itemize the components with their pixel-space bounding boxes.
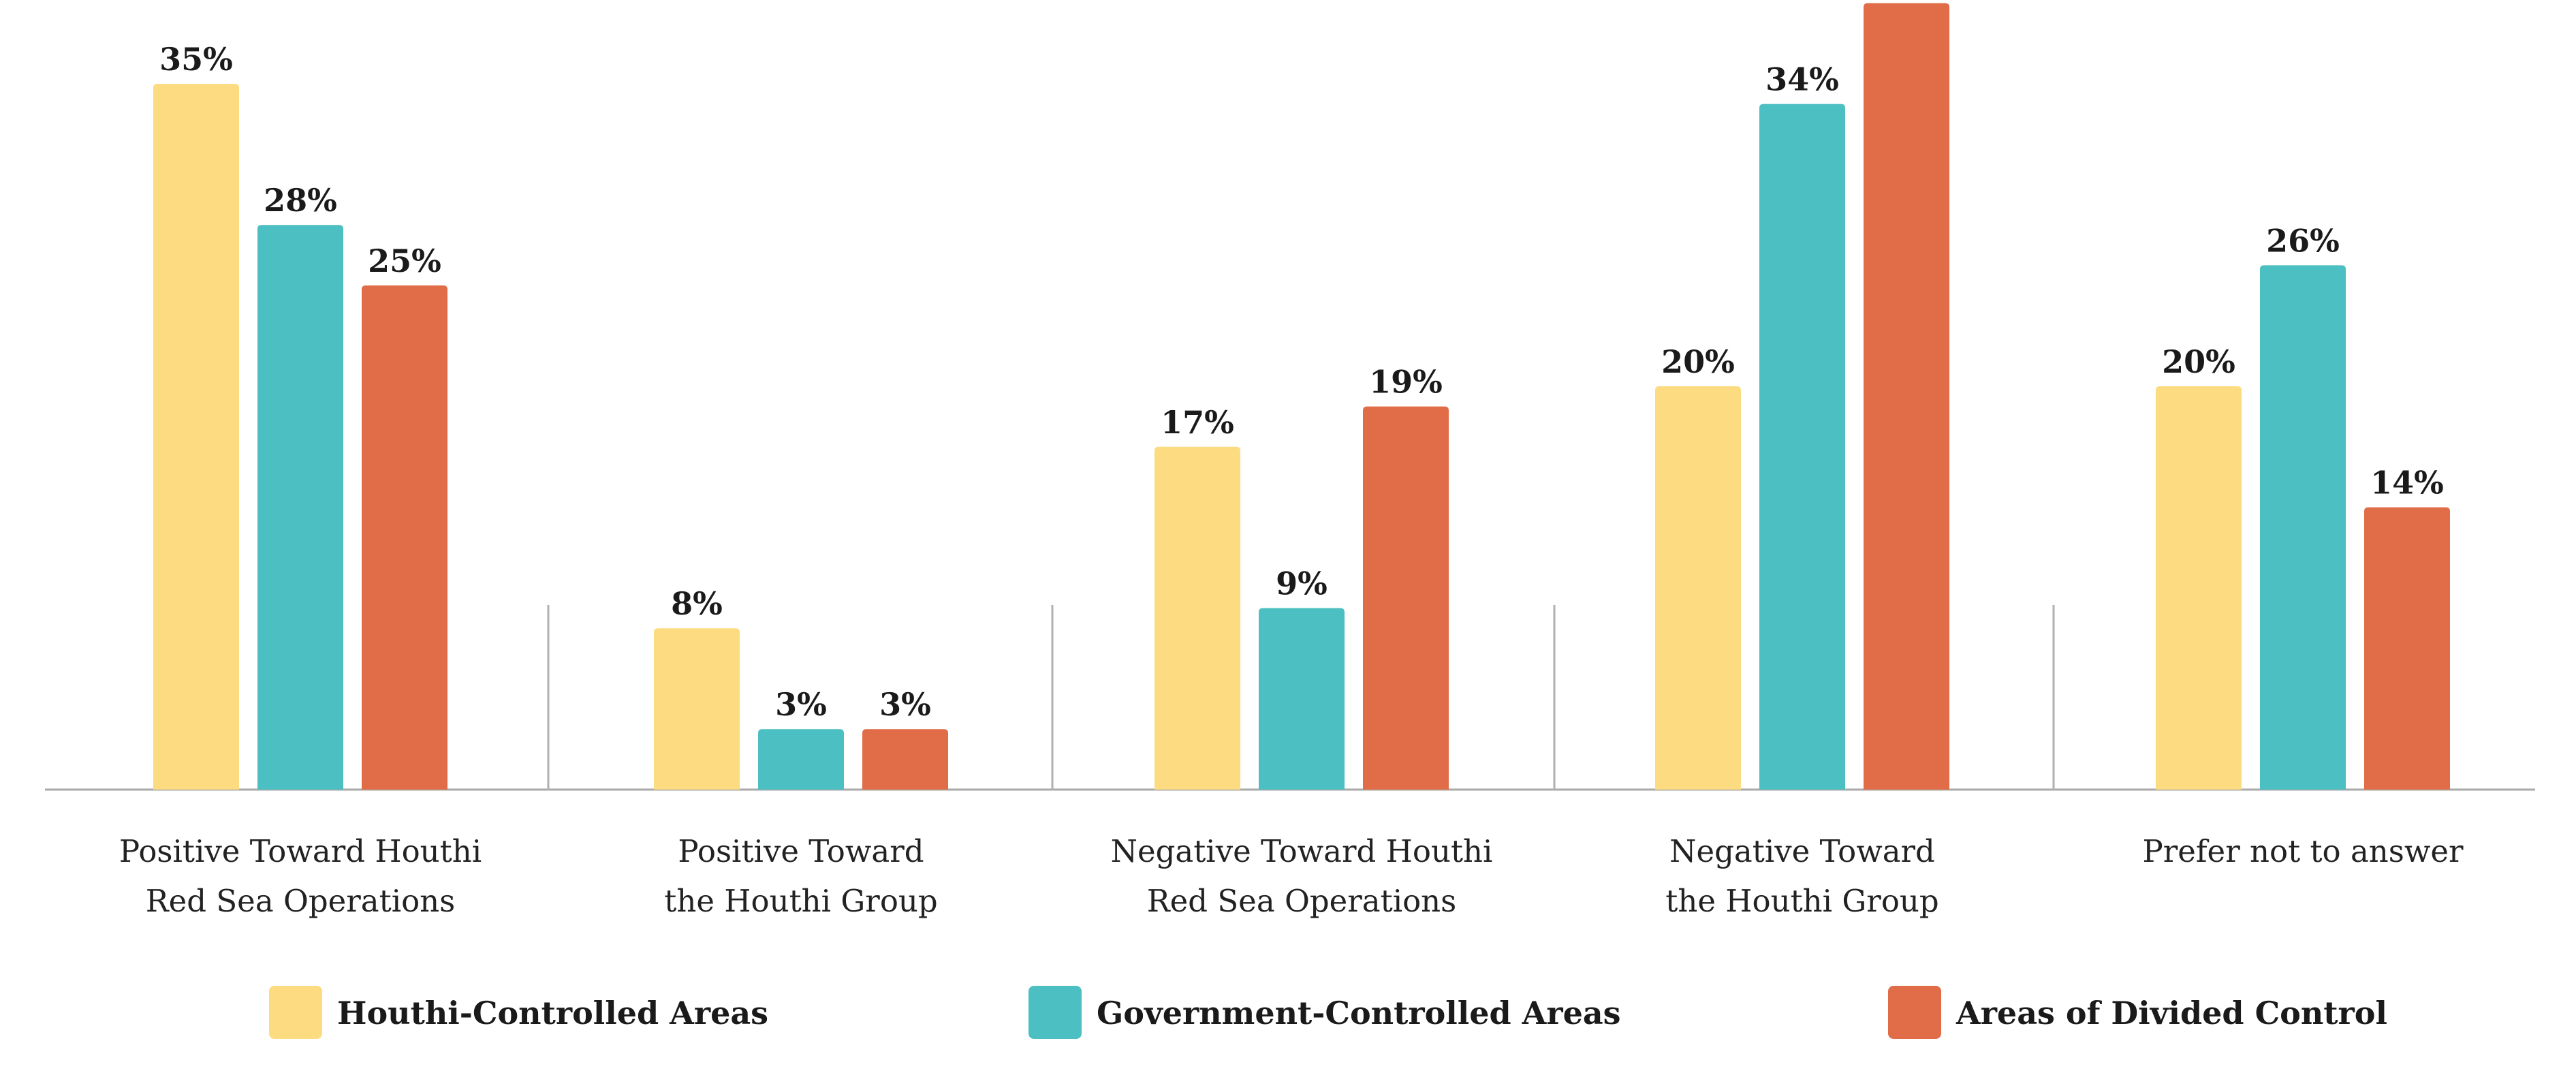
bar-value-label: 8% [671,585,723,622]
bar-value-label: 3% [879,686,931,723]
bar-value-label: 9% [1276,565,1328,602]
bar [654,628,740,790]
group-separators [547,605,2055,790]
category-label: Negative Toward Houthi [1111,833,1493,869]
legend-label: Areas of Divided Control [1955,995,2387,1031]
bar [362,285,447,790]
bar-value-label: 28% [264,182,337,219]
bar [2364,507,2450,790]
legend-label: Houthi-Controlled Areas [337,995,768,1031]
legend: Houthi-Controlled Areas Government-Contro… [269,986,2387,1039]
legend-swatch [1888,986,1941,1039]
bar [1655,386,1741,790]
bar [1759,104,1845,790]
bar-value-label: 14% [2370,465,2444,501]
legend-swatch [269,986,322,1039]
category-label: Positive Toward [678,833,924,869]
bar-value-label: 20% [1661,343,1735,380]
bar-value-label: 20% [2162,343,2235,380]
bar [1155,446,1240,790]
bar [2156,386,2242,790]
bars-layer [153,3,2450,790]
category-label: the Houthi Group [1665,883,1938,919]
bar [1259,608,1345,790]
bar-value-label: 34% [1765,61,1839,98]
legend-label: Government-Controlled Areas [1097,995,1621,1031]
category-labels-layer: Positive Toward Houthi Red Sea Operations… [119,833,2464,919]
bar [153,84,239,790]
category-label: Negative Toward [1669,833,1935,869]
value-labels-layer: 35%28%25%8%3%3%17%9%19%20%34%39%20%26%14… [159,41,2444,723]
category-label: Red Sea Operations [1147,883,1457,919]
bar-value-label: 19% [1369,364,1443,401]
bar-value-label: 26% [2266,222,2340,259]
bar [758,729,844,790]
bar [257,225,343,790]
bar [862,729,948,790]
category-label: Positive Toward Houthi [119,833,482,869]
bar-value-label: 17% [1161,404,1234,441]
bar-value-label: 35% [159,41,233,78]
bar [1363,406,1449,790]
bar-value-label: 25% [368,243,441,279]
category-label: Red Sea Operations [146,883,456,919]
bar-value-label: 3% [775,686,827,723]
category-label: the Houthi Group [664,883,937,919]
category-label: Prefer not to answer [2142,833,2464,869]
bar [2260,265,2346,790]
legend-swatch [1028,986,1082,1039]
bar [1864,3,1949,790]
